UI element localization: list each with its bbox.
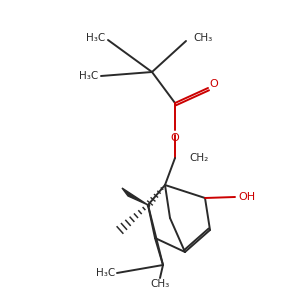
Text: H₃C: H₃C <box>96 268 115 278</box>
Text: CH₃: CH₃ <box>193 33 212 43</box>
Polygon shape <box>122 188 148 205</box>
Text: O: O <box>171 133 179 143</box>
Text: CH₂: CH₂ <box>189 153 208 163</box>
Text: O: O <box>210 79 218 89</box>
Text: H₃C: H₃C <box>86 33 105 43</box>
Text: OH: OH <box>238 192 255 202</box>
Text: CH₃: CH₃ <box>150 279 170 289</box>
Text: H₃C: H₃C <box>79 71 98 81</box>
